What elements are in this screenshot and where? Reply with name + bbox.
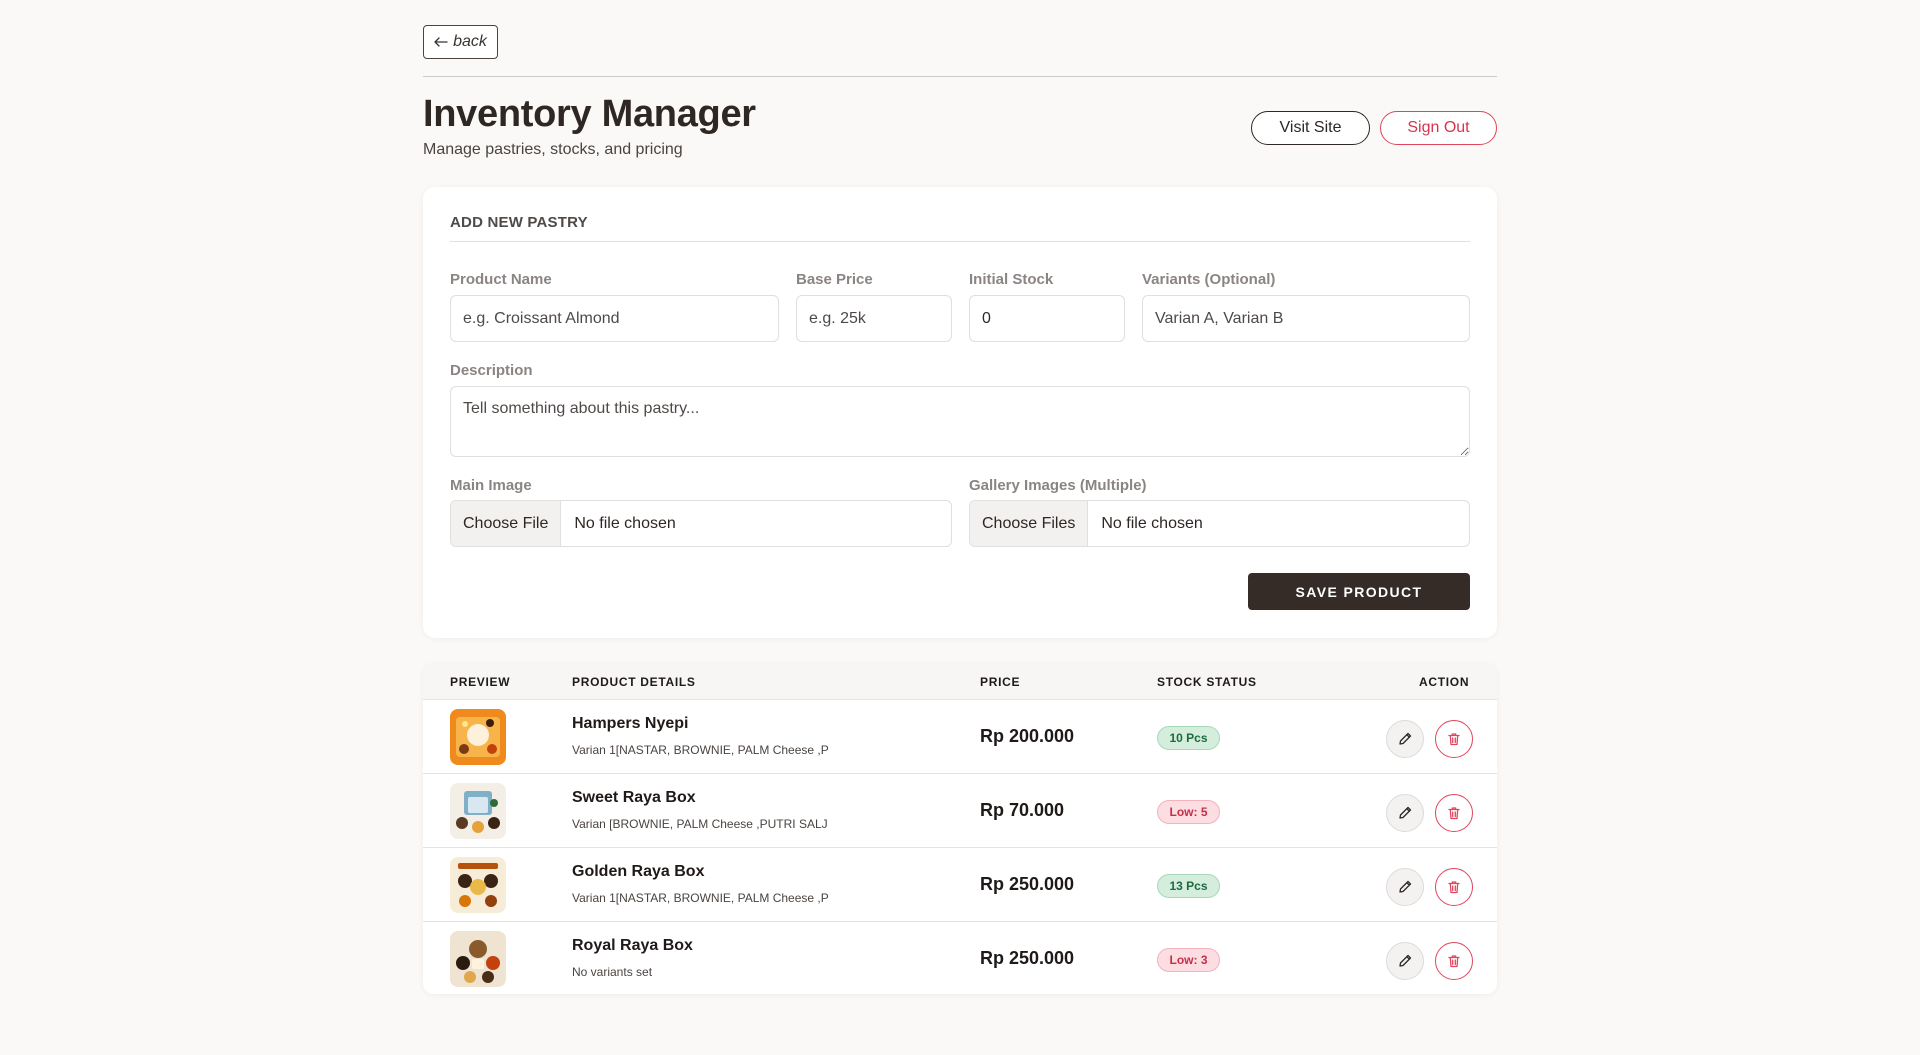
product-name: Royal Raya Box — [572, 937, 693, 954]
sign-out-button[interactable]: Sign Out — [1380, 111, 1497, 145]
delete-button[interactable] — [1435, 942, 1473, 980]
main-image-status: No file chosen — [574, 514, 676, 532]
product-thumbnail — [450, 709, 506, 765]
base-price-input[interactable] — [796, 295, 952, 342]
gallery-images-label: Gallery Images (Multiple) — [969, 477, 1147, 494]
save-product-button[interactable]: SAVE PRODUCT — [1248, 573, 1470, 610]
stock-badge: Low: 3 — [1157, 948, 1220, 972]
product-thumbnail — [450, 857, 506, 913]
pencil-icon — [1399, 732, 1412, 745]
initial-stock-input[interactable] — [969, 295, 1125, 342]
initial-stock-label: Initial Stock — [969, 271, 1054, 288]
product-name: Hampers Nyepi — [572, 715, 689, 732]
product-name: Sweet Raya Box — [572, 789, 696, 806]
trash-icon — [1448, 733, 1460, 746]
back-button[interactable]: back — [423, 25, 498, 59]
stock-badge: 10 Pcs — [1157, 726, 1220, 750]
arrow-left-icon — [434, 37, 448, 47]
edit-button[interactable] — [1386, 942, 1424, 980]
page-subtitle: Manage pastries, stocks, and pricing — [423, 141, 683, 158]
choose-file-button[interactable]: Choose File — [451, 501, 562, 546]
back-label: back — [453, 33, 487, 50]
table-header: PREVIEW PRODUCT DETAILS PRICE STOCK STAT… — [423, 664, 1497, 700]
column-header-details: PRODUCT DETAILS — [572, 675, 696, 689]
product-variants: Varian 1[NASTAR, BROWNIE, PALM Cheese ,P — [572, 743, 829, 757]
description-label: Description — [450, 362, 533, 379]
page-title: Inventory Manager — [423, 93, 756, 135]
product-table: PREVIEW PRODUCT DETAILS PRICE STOCK STAT… — [423, 664, 1497, 994]
stock-badge: 13 Pcs — [1157, 874, 1220, 898]
choose-files-button[interactable]: Choose Files — [970, 501, 1089, 546]
column-header-price: PRICE — [980, 675, 1021, 689]
trash-icon — [1448, 955, 1460, 968]
trash-icon — [1448, 807, 1460, 820]
product-name-input[interactable] — [450, 295, 779, 342]
product-variants: Varian [BROWNIE, PALM Cheese ,PUTRI SALJ — [572, 817, 828, 831]
form-heading: ADD NEW PASTRY — [450, 214, 588, 231]
product-price: Rp 200.000 — [980, 726, 1075, 746]
delete-button[interactable] — [1435, 794, 1473, 832]
gallery-images-file-input[interactable]: Choose Files No file chosen — [969, 500, 1470, 547]
pencil-icon — [1399, 880, 1412, 893]
add-pastry-form: ADD NEW PASTRY Product Name Base Price I… — [423, 187, 1497, 638]
visit-site-button[interactable]: Visit Site — [1251, 111, 1370, 145]
variants-input[interactable] — [1142, 295, 1470, 342]
product-thumbnail — [450, 931, 506, 987]
pencil-icon — [1399, 954, 1412, 967]
product-variants: No variants set — [572, 965, 653, 979]
column-header-stock: STOCK STATUS — [1157, 675, 1257, 689]
product-price: Rp 250.000 — [980, 874, 1075, 894]
description-textarea[interactable] — [450, 386, 1470, 457]
product-price: Rp 70.000 — [980, 800, 1065, 820]
product-variants: Varian 1[NASTAR, BROWNIE, PALM Cheese ,P — [572, 891, 829, 905]
delete-button[interactable] — [1435, 720, 1473, 758]
product-thumbnail — [450, 783, 506, 839]
main-image-file-input[interactable]: Choose File No file chosen — [450, 500, 952, 547]
edit-button[interactable] — [1386, 720, 1424, 758]
pencil-icon — [1399, 806, 1412, 819]
delete-button[interactable] — [1435, 868, 1473, 906]
header-divider — [423, 76, 1497, 77]
variants-label: Variants (Optional) — [1142, 271, 1276, 288]
table-row: Royal Raya Box No variants set Rp 250.00… — [423, 922, 1497, 994]
product-name-label: Product Name — [450, 271, 552, 288]
product-name: Golden Raya Box — [572, 863, 705, 880]
edit-button[interactable] — [1386, 868, 1424, 906]
gallery-images-status: No file chosen — [1101, 514, 1203, 532]
column-header-action: ACTION — [1419, 675, 1470, 689]
form-divider — [450, 241, 1470, 242]
table-row: Hampers Nyepi Varian 1[NASTAR, BROWNIE, … — [423, 700, 1497, 774]
edit-button[interactable] — [1386, 794, 1424, 832]
product-price: Rp 250.000 — [980, 948, 1075, 968]
base-price-label: Base Price — [796, 271, 873, 288]
main-image-label: Main Image — [450, 477, 532, 494]
table-row: Golden Raya Box Varian 1[NASTAR, BROWNIE… — [423, 848, 1497, 922]
column-header-preview: PREVIEW — [450, 675, 511, 689]
trash-icon — [1448, 881, 1460, 894]
stock-badge: Low: 5 — [1157, 800, 1220, 824]
table-row: Sweet Raya Box Varian [BROWNIE, PALM Che… — [423, 774, 1497, 848]
